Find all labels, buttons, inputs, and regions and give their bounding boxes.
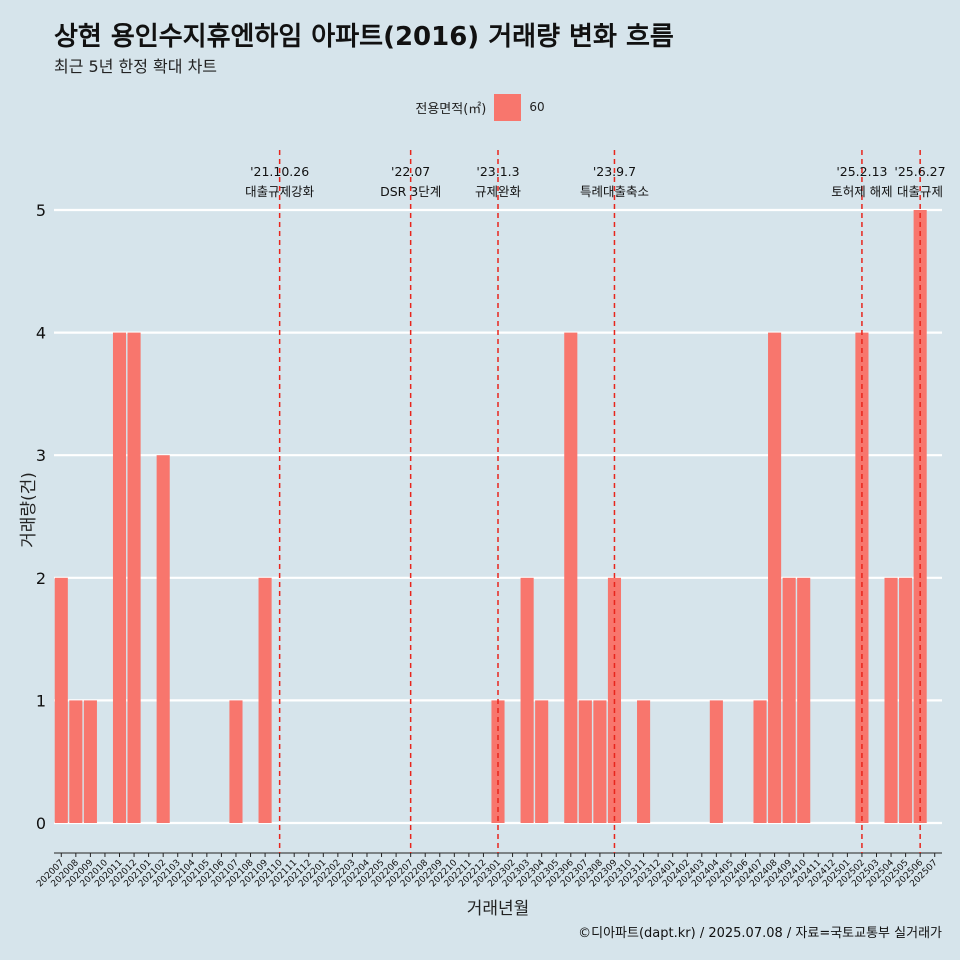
bar-202409	[782, 577, 796, 823]
event-label-202207: DSR 3단계	[380, 184, 441, 199]
legend-swatch-60	[494, 93, 522, 121]
bar-202407	[753, 700, 767, 823]
legend-item-60: 60	[529, 100, 545, 114]
event-date-202309: '23.9.7	[593, 164, 636, 179]
bar-202404	[709, 700, 723, 823]
y-tick-label-4: 4	[36, 324, 46, 343]
bar-202308	[593, 700, 607, 823]
bar-202311	[637, 700, 651, 823]
event-label-202506: 대출규제	[897, 184, 943, 199]
bar-202304	[535, 700, 549, 823]
y-tick-label-2: 2	[36, 569, 46, 588]
bar-202008	[69, 700, 83, 823]
bar-202011	[112, 332, 127, 823]
bar-202408	[768, 332, 782, 823]
event-label-202110: 대출규제강화	[245, 184, 315, 199]
legend: 전용면적(㎡) 60	[0, 93, 960, 121]
bar-202504	[884, 577, 898, 823]
y-tick-label-3: 3	[36, 446, 46, 465]
event-date-202506: '25.6.27	[894, 164, 945, 179]
event-date-202207: '22.07	[391, 164, 430, 179]
bar-202102	[156, 455, 170, 823]
y-axis-title: 거래량(건)	[19, 472, 39, 548]
bar-202107	[229, 700, 243, 823]
legend-title: 전용면적(㎡)	[415, 101, 487, 117]
bar-202505	[899, 577, 913, 823]
event-date-202110: '21.10.26	[250, 164, 309, 179]
event-label-202502: 토허제 해제	[831, 184, 892, 199]
bar-202410	[797, 577, 811, 823]
event-label-202301: 규제완화	[475, 184, 522, 199]
bar-202012	[127, 332, 141, 823]
bar-202009	[83, 700, 97, 823]
y-tick-label-5: 5	[36, 201, 46, 220]
caption: ©디아파트(dapt.kr) / 2025.07.08 / 자료=국토교통부 실…	[578, 926, 942, 941]
bar-202007	[54, 577, 68, 823]
bar-202307	[578, 700, 592, 823]
event-date-202502: '25.2.13	[836, 164, 887, 179]
y-tick-label-1: 1	[36, 691, 46, 710]
x-axis-title: 거래년월	[467, 899, 530, 919]
bar-202109	[258, 577, 272, 823]
y-tick-label-0: 0	[36, 814, 46, 833]
bar-202306	[564, 332, 578, 823]
bar-202506	[913, 210, 927, 823]
bar-202303	[520, 577, 534, 823]
page-title: 상현 용인수지휴엔하임 아파트(2016) 거래량 변화 흐름	[54, 22, 674, 52]
page-subtitle: 최근 5년 한정 확대 차트	[54, 57, 218, 76]
bar-202301	[491, 700, 505, 823]
event-label-202309: 특례대출축소	[580, 184, 649, 199]
event-date-202301: '23.1.3	[476, 164, 519, 179]
